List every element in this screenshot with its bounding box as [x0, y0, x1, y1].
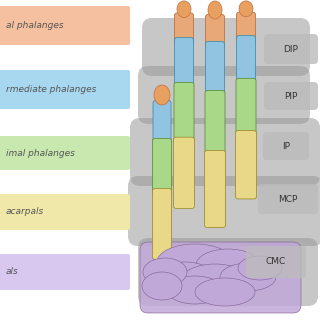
FancyBboxPatch shape	[153, 139, 172, 196]
FancyBboxPatch shape	[0, 6, 130, 45]
FancyBboxPatch shape	[258, 184, 318, 214]
FancyBboxPatch shape	[173, 137, 195, 208]
Ellipse shape	[167, 276, 223, 304]
FancyBboxPatch shape	[205, 91, 225, 161]
Text: als: als	[6, 268, 19, 276]
Text: IP: IP	[282, 141, 290, 150]
FancyBboxPatch shape	[140, 242, 301, 313]
Ellipse shape	[208, 1, 222, 19]
FancyBboxPatch shape	[264, 82, 318, 110]
FancyBboxPatch shape	[263, 132, 309, 160]
Text: imal phalanges: imal phalanges	[6, 148, 75, 157]
FancyBboxPatch shape	[138, 238, 318, 306]
Ellipse shape	[220, 263, 276, 291]
FancyBboxPatch shape	[204, 150, 226, 228]
Text: MCP: MCP	[278, 195, 298, 204]
FancyBboxPatch shape	[128, 176, 320, 246]
FancyBboxPatch shape	[174, 13, 194, 45]
Ellipse shape	[195, 278, 255, 306]
FancyBboxPatch shape	[205, 14, 225, 50]
FancyBboxPatch shape	[236, 131, 257, 199]
FancyBboxPatch shape	[0, 194, 130, 230]
FancyBboxPatch shape	[153, 100, 171, 146]
FancyBboxPatch shape	[153, 188, 172, 260]
FancyBboxPatch shape	[130, 118, 320, 186]
Ellipse shape	[238, 256, 282, 280]
FancyBboxPatch shape	[236, 36, 255, 86]
FancyBboxPatch shape	[246, 246, 306, 278]
FancyBboxPatch shape	[236, 12, 255, 44]
FancyBboxPatch shape	[174, 37, 194, 91]
FancyBboxPatch shape	[0, 70, 130, 109]
FancyBboxPatch shape	[174, 83, 194, 147]
Text: rmediate phalanges: rmediate phalanges	[6, 85, 96, 94]
Ellipse shape	[143, 258, 187, 286]
FancyBboxPatch shape	[264, 34, 318, 64]
Text: DIP: DIP	[284, 44, 299, 53]
FancyBboxPatch shape	[142, 18, 310, 76]
Ellipse shape	[155, 262, 215, 294]
FancyBboxPatch shape	[138, 66, 310, 124]
Ellipse shape	[177, 1, 191, 18]
Ellipse shape	[180, 264, 250, 300]
FancyBboxPatch shape	[236, 78, 256, 140]
Ellipse shape	[154, 85, 170, 105]
Text: PIP: PIP	[284, 92, 298, 100]
Text: CMC: CMC	[266, 258, 286, 267]
FancyBboxPatch shape	[0, 254, 130, 290]
Ellipse shape	[142, 272, 182, 300]
Text: al phalanges: al phalanges	[6, 21, 64, 30]
Ellipse shape	[196, 249, 260, 281]
Text: acarpals: acarpals	[6, 207, 44, 217]
FancyBboxPatch shape	[0, 136, 130, 170]
Ellipse shape	[239, 1, 253, 17]
Ellipse shape	[157, 244, 233, 280]
FancyBboxPatch shape	[205, 42, 225, 99]
